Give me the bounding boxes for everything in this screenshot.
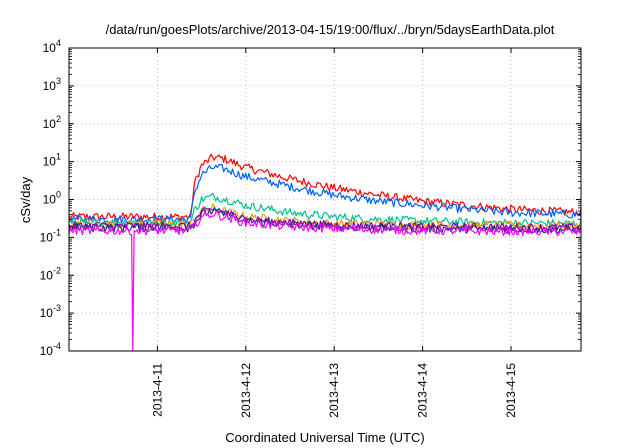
y-tick-label: 102	[43, 114, 61, 131]
series-line-4	[68, 203, 582, 231]
y-tick-label: 101	[43, 152, 61, 169]
series-group	[68, 153, 582, 352]
x-tick-label: 2013-4-11	[150, 363, 164, 417]
y-tick-label: 10-2	[40, 265, 61, 282]
tick-labels: 10-4 10-3 10-2 10-1 100 101 102 103 104 2013-4-11…	[40, 38, 518, 418]
grid	[69, 48, 581, 351]
series-line-1	[68, 153, 582, 222]
y-axis-label: cSv/day	[18, 176, 33, 223]
x-tick-label: 2013-4-14	[416, 363, 430, 418]
x-tick-label: 2013-4-12	[239, 363, 253, 418]
chart-title: /data/run/goesPlots/archive/2013-04-15/1…	[106, 22, 555, 37]
x-tick-label: 2013-4-13	[327, 363, 341, 418]
series-line-2	[68, 163, 582, 224]
x-axis-label: Coordinated Universal Time (UTC)	[225, 430, 424, 445]
y-tick-label: 10-4	[40, 341, 61, 358]
series-line-7	[68, 211, 582, 352]
x-tick-label: 2013-4-15	[504, 363, 518, 418]
y-tick-label: 104	[43, 38, 61, 55]
y-tick-label: 10-3	[40, 303, 61, 320]
y-tick-label: 103	[43, 76, 61, 93]
ticks	[69, 47, 581, 352]
y-tick-label: 100	[43, 190, 61, 207]
y-tick-label: 10-1	[40, 227, 61, 244]
